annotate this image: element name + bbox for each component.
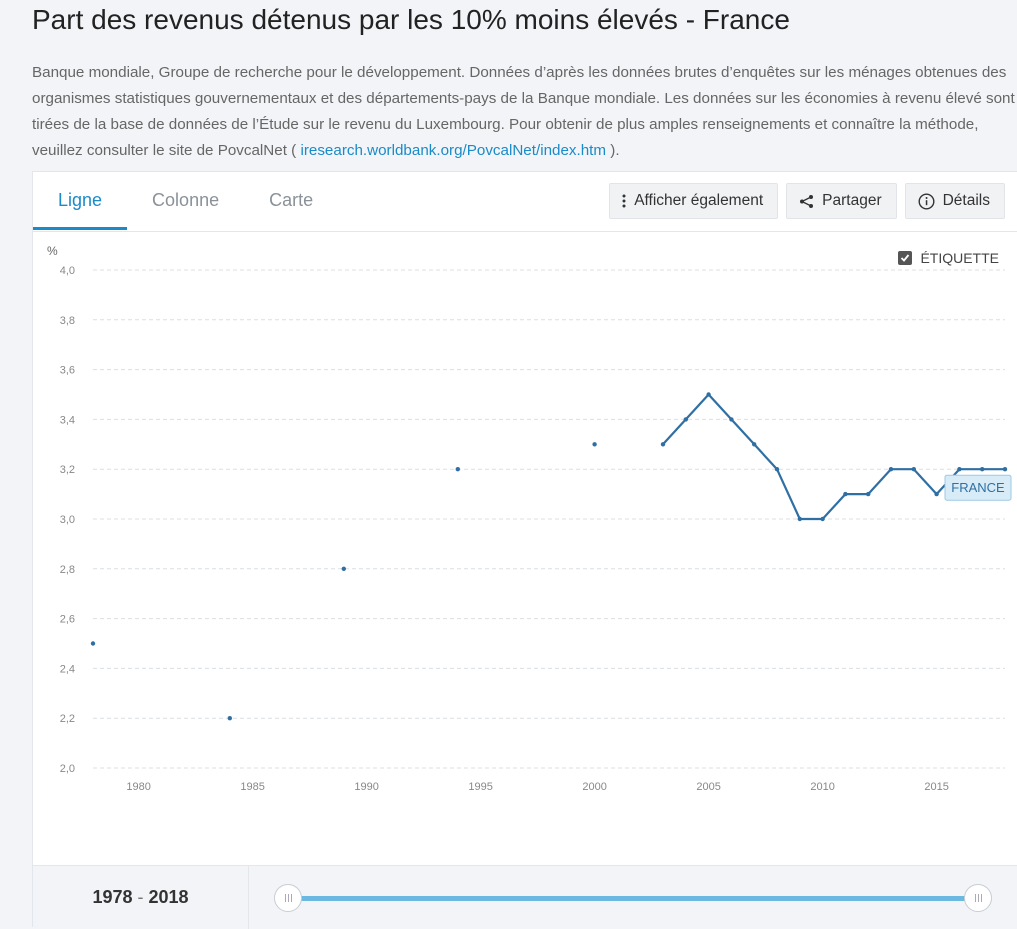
tab-divider: [33, 231, 1017, 232]
details-label: Détails: [942, 192, 990, 209]
show-also-button[interactable]: Afficher également: [609, 183, 779, 219]
data-point: [866, 491, 871, 497]
data-point: [227, 716, 232, 721]
data-point: [1002, 467, 1008, 472]
label-toggle-text: ÉTIQUETTE: [920, 250, 999, 266]
line-chart: % 2,0 2,2 2,4 2,6 2,8 3,0 3,2 3,4 3,6 3,8 4,0 1980 19…: [47, 244, 1012, 793]
more-vertical-icon: [622, 194, 626, 208]
label-checkbox[interactable]: [898, 251, 913, 265]
y-tick-label: 3,6: [60, 365, 75, 377]
tab-line[interactable]: Ligne: [33, 172, 128, 230]
share-label: Partager: [822, 192, 882, 209]
label-toggle[interactable]: ÉTIQUETTE: [898, 250, 999, 266]
share-button[interactable]: Partager: [786, 183, 897, 219]
y-tick-label: 3,2: [60, 464, 75, 476]
data-point: [455, 467, 460, 472]
x-tick-label: 1985: [240, 781, 264, 793]
data-point: [797, 516, 802, 522]
x-tick-label: 2015: [924, 781, 948, 793]
source-note: Banque mondiale, Groupe de recherche pou…: [32, 60, 1017, 164]
range-slider-start-handle[interactable]: [274, 884, 302, 912]
chart-card: Ligne Colonne Carte Afficher également P…: [32, 171, 1017, 929]
y-tick-label: 2,4: [60, 663, 75, 675]
x-tick-label: 2000: [582, 781, 606, 793]
page-title: Part des revenus détenus par les 10% moi…: [32, 4, 790, 35]
info-icon: [918, 192, 935, 210]
range-start: 1978: [92, 887, 133, 907]
x-tick-label: 1980: [126, 781, 150, 793]
tab-map[interactable]: Carte: [269, 190, 314, 210]
data-point: [934, 491, 939, 497]
range-footer: 1978 - 2018: [33, 865, 1017, 929]
data-point: [90, 641, 96, 646]
range-slider-end-handle[interactable]: [964, 884, 992, 912]
series-label-france: FRANCE: [951, 480, 1005, 495]
data-point: [683, 417, 688, 422]
y-tick-label: 2,6: [60, 614, 75, 626]
data-point: [706, 392, 711, 397]
chart-actions: Afficher également Partager Détails: [609, 183, 1005, 219]
data-point: [980, 467, 985, 472]
x-tick-label: 1990: [354, 781, 378, 793]
data-point: [752, 442, 757, 447]
x-tick-label: 2005: [696, 781, 720, 793]
y-tick-label: 3,4: [60, 414, 75, 426]
tab-column[interactable]: Colonne: [152, 190, 220, 210]
x-tick-label: 1995: [468, 781, 492, 793]
data-point: [774, 467, 780, 472]
y-axis-unit: %: [47, 244, 58, 258]
data-point: [341, 566, 346, 571]
details-button[interactable]: Détails: [904, 183, 1005, 219]
source-text: Banque mondiale, Groupe de recherche pou…: [32, 64, 1015, 159]
data-point: [957, 467, 962, 472]
view-tabs: Ligne Colonne Carte: [33, 172, 338, 232]
check-icon: [901, 254, 910, 262]
data-point: [888, 467, 894, 472]
range-separator: -: [137, 887, 144, 907]
series-label-box: [944, 474, 1012, 501]
y-tick-label: 3,8: [60, 315, 75, 327]
data-point: [592, 442, 597, 447]
y-tick-label: 3,0: [60, 514, 75, 526]
data-point: [820, 516, 825, 522]
source-link[interactable]: iresearch.worldbank.org/PovcalNet/index.…: [300, 142, 607, 159]
data-point: [660, 442, 666, 447]
data-point: [729, 417, 734, 422]
y-tick-label: 4,0: [60, 265, 75, 277]
data-point: [911, 467, 916, 472]
y-tick-label: 2,0: [60, 763, 75, 775]
y-tick-label: 2,8: [60, 564, 75, 576]
show-also-label: Afficher également: [634, 192, 764, 209]
range-end: 2018: [148, 887, 189, 907]
share-icon: [799, 194, 814, 209]
y-tick-label: 2,2: [60, 713, 75, 725]
x-tick-label: 2010: [810, 781, 834, 793]
range-slider-track[interactable]: [288, 896, 978, 901]
data-point: [843, 491, 848, 497]
source-end: ).: [610, 142, 620, 159]
range-label: 1978 - 2018: [33, 866, 249, 929]
